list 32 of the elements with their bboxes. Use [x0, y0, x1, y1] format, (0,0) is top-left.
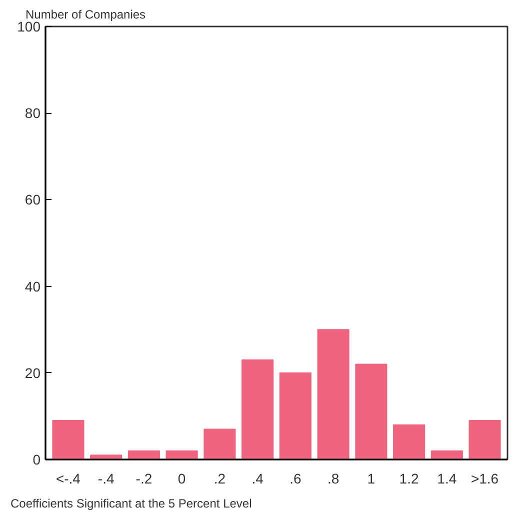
bar [317, 329, 350, 460]
bar [52, 420, 84, 460]
y-tick-label: 100 [17, 18, 41, 34]
x-tick-label: 1 [367, 470, 376, 486]
x-tick-label: -.4 [98, 470, 114, 486]
x-tick-label: 1.4 [437, 470, 457, 486]
x-tick-label: 0 [178, 470, 186, 486]
y-axis-title: Number of Companies [26, 8, 146, 22]
y-tick-label: 40 [24, 278, 41, 294]
bar [279, 372, 312, 460]
x-tick-label: 1.2 [399, 470, 419, 486]
x-tick-label: .6 [290, 470, 302, 486]
bar [90, 454, 122, 460]
bar [242, 359, 274, 460]
bar [468, 420, 501, 460]
bar [355, 364, 388, 460]
bar [166, 450, 198, 460]
x-axis-title: Coefficients Significant at the 5 Percent Level [10, 496, 252, 510]
x-tick-label: >1.6 [470, 470, 499, 486]
bar [430, 450, 463, 460]
x-tick-label: .2 [214, 470, 226, 486]
x-tick-label: -.2 [136, 470, 152, 486]
x-tick-label: .8 [327, 470, 340, 486]
x-tick-label: .4 [252, 470, 264, 486]
y-tick-label: 0 [32, 452, 41, 468]
bar [393, 424, 426, 460]
y-tick-label: 20 [24, 364, 41, 381]
bar [128, 450, 160, 460]
bar [204, 428, 236, 460]
y-tick-label: 80 [24, 105, 41, 122]
x-tick-label: <-.4 [56, 470, 81, 486]
y-tick-label: 60 [24, 192, 41, 208]
